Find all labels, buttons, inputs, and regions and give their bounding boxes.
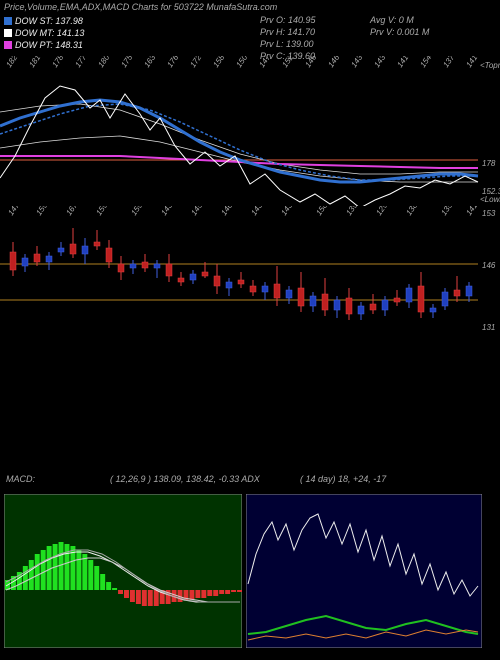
svg-text:154: 154 (418, 56, 433, 69)
adx-info: ( 14 day) 18, +24, -17 (300, 474, 386, 484)
svg-text:138: 138 (404, 206, 419, 217)
svg-text:159: 159 (94, 206, 109, 217)
macd-info: ( 12,26,9 ) 138.09, 138.42, -0.33 ADX (110, 474, 260, 484)
svg-text:<Lown: <Lown (480, 195, 500, 204)
svg-text:163: 163 (142, 56, 157, 69)
svg-text:139: 139 (344, 206, 359, 217)
svg-text:153: 153 (482, 209, 496, 218)
macd-chart (4, 494, 242, 648)
svg-text:159: 159 (34, 206, 49, 217)
svg-text:147: 147 (6, 206, 21, 217)
svg-text:158: 158 (314, 206, 329, 217)
chart-title: Price,Volume,EMA,ADX,MACD Charts for 503… (4, 2, 496, 12)
legend-item: DOW MT: 141.13 (4, 28, 84, 38)
svg-text:147: 147 (257, 56, 272, 69)
legend-item: DOW PT: 148.31 (4, 40, 84, 50)
prev-info: Prv O: 140.95Prv H: 141.70Prv L: 139.00P… (260, 14, 316, 62)
svg-text:175: 175 (119, 56, 134, 69)
svg-text:129: 129 (374, 206, 389, 217)
svg-text:143: 143 (372, 56, 387, 69)
svg-text:172: 172 (188, 56, 203, 69)
svg-text:141: 141 (395, 56, 410, 69)
legend-item: DOW ST: 137.98 (4, 16, 84, 26)
svg-text:145: 145 (303, 56, 318, 69)
indicator-panel: MACD: ( 12,26,9 ) 138.09, 138.42, -0.33 … (0, 470, 500, 650)
svg-text:135: 135 (439, 206, 454, 217)
svg-text:<Topn: <Topn (480, 61, 500, 70)
candlestick-panel: 147 159 167 159 159 143 145 146 143 143 158 139 129 1… (0, 206, 500, 336)
svg-text:131: 131 (482, 323, 495, 332)
legend: DOW ST: 137.98 DOW MT: 141.13 DOW PT: 148.… (4, 14, 84, 50)
svg-text:180: 180 (96, 56, 111, 69)
avg-info: Avg V: 0 MPrv V: 0.001 M (370, 14, 429, 38)
svg-text:167: 167 (64, 206, 79, 217)
adx-chart (246, 494, 482, 648)
svg-text:182: 182 (4, 56, 19, 69)
svg-text:145: 145 (189, 206, 204, 217)
svg-text:158: 158 (211, 56, 226, 69)
svg-text:143: 143 (159, 206, 174, 217)
macd-title: MACD: (6, 474, 35, 484)
svg-text:141: 141 (464, 56, 479, 69)
svg-text:178: 178 (50, 56, 65, 69)
svg-text:152: 152 (280, 56, 295, 69)
svg-text:159: 159 (129, 206, 144, 217)
svg-text:152.354: 152.354 (482, 187, 500, 196)
svg-text:178: 178 (482, 159, 496, 168)
svg-text:177: 177 (73, 56, 88, 69)
svg-text:143: 143 (279, 206, 294, 217)
svg-text:143: 143 (249, 206, 264, 217)
ema-panel: 182 181 178 177 180 175 163 176 172 158 150 147 152 1… (0, 56, 500, 206)
svg-text:181: 181 (27, 56, 42, 69)
svg-text:137: 137 (441, 56, 456, 69)
svg-text:150: 150 (234, 56, 249, 69)
svg-text:146: 146 (482, 261, 496, 270)
svg-text:141: 141 (464, 206, 479, 217)
svg-text:146: 146 (326, 56, 341, 69)
svg-text:146: 146 (219, 206, 234, 217)
svg-text:176: 176 (165, 56, 180, 69)
svg-text:143: 143 (349, 56, 364, 69)
